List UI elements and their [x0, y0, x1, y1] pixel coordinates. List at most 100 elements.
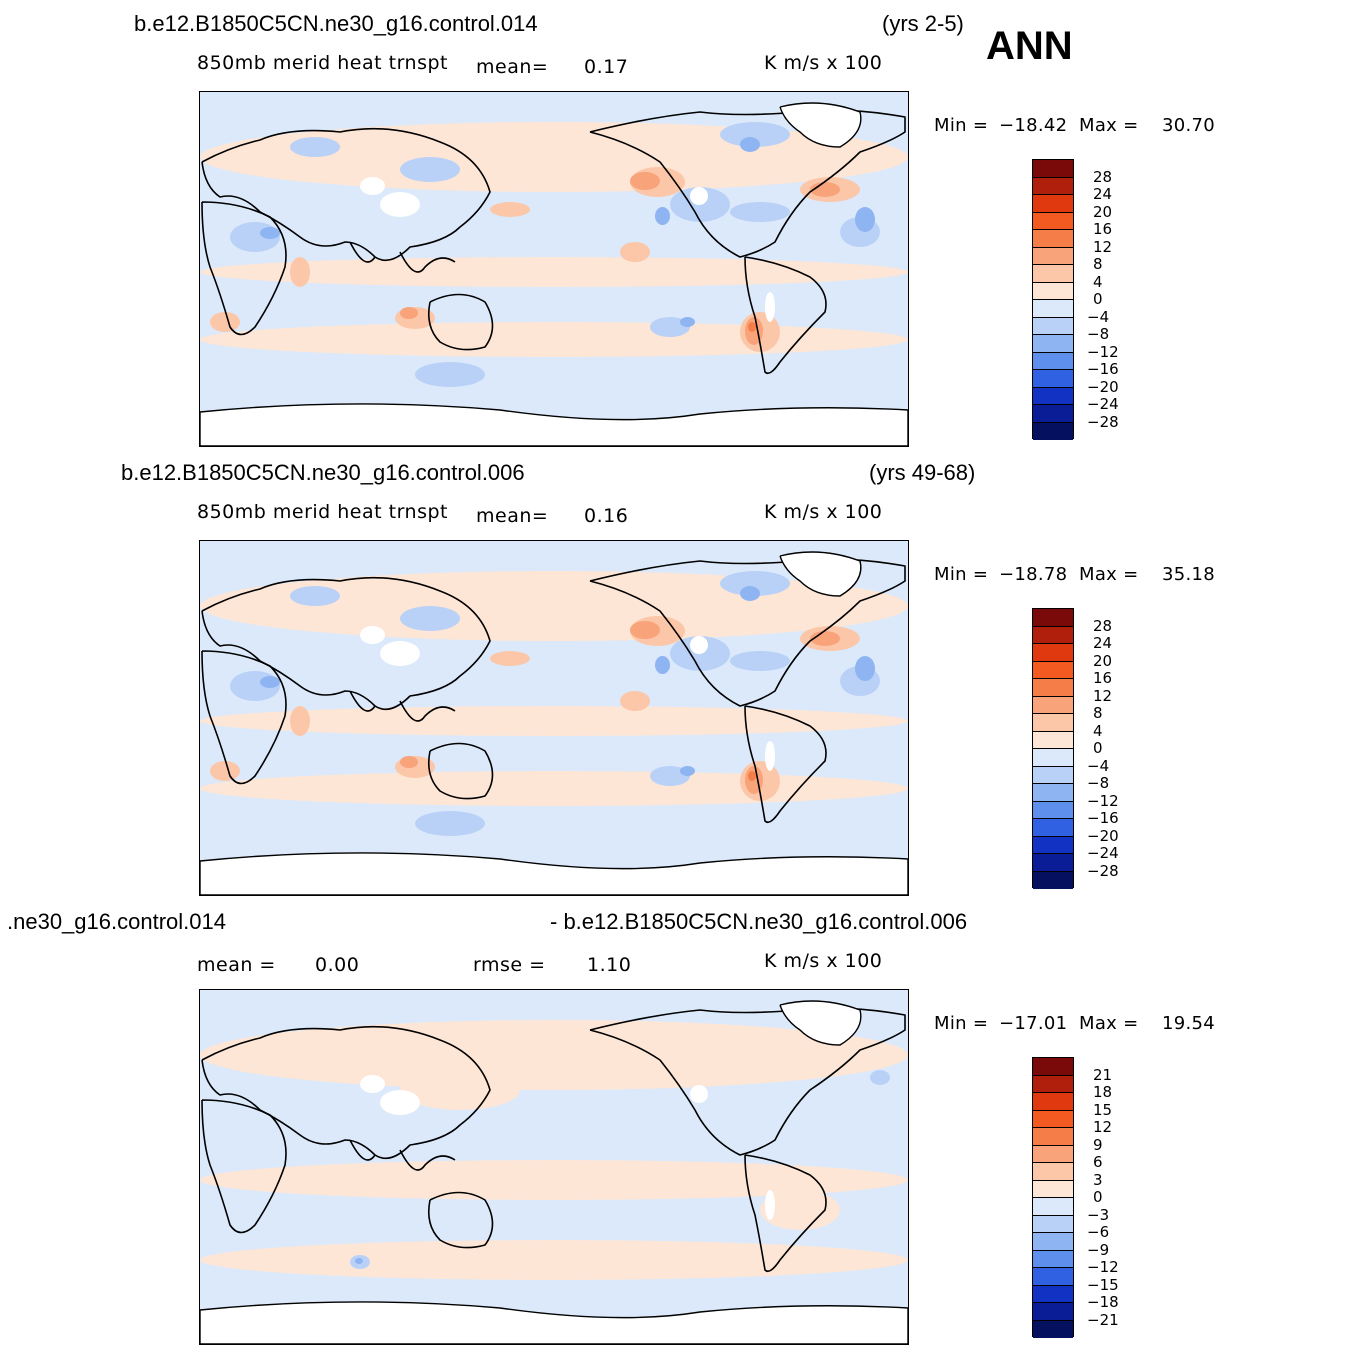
panel2-max-value: 35.18	[1162, 564, 1216, 585]
colorbar-tick-label: −9	[1087, 1240, 1110, 1259]
colorbar-tick-label: 0	[1093, 1188, 1103, 1206]
colorbar-box	[1033, 1303, 1073, 1321]
colorbar-tick-label: −18	[1087, 1293, 1119, 1311]
panel2-colorbar	[1032, 608, 1074, 889]
colorbar-box	[1033, 352, 1073, 370]
season-label: ANN	[986, 24, 1073, 68]
panel2-min-value: −18.78	[999, 564, 1068, 585]
colorbar-tick-label: −21	[1087, 1310, 1119, 1329]
colorbar-tick-label: −20	[1087, 377, 1119, 396]
panel3-mean-value: 0.00	[315, 954, 360, 976]
panel2-min-label: Min =	[934, 564, 989, 585]
colorbar-box	[1033, 836, 1073, 854]
colorbar-tick-label: 3	[1093, 1170, 1103, 1189]
colorbar-box	[1033, 1110, 1073, 1128]
panel2-max-label: Max =	[1079, 564, 1139, 585]
colorbar-box	[1033, 1320, 1073, 1338]
colorbar-tick-label: −4	[1087, 756, 1110, 775]
colorbar-box	[1033, 282, 1073, 300]
panel3-min-label: Min =	[934, 1013, 989, 1034]
colorbar-box	[1033, 1058, 1073, 1076]
colorbar-tick-label: −28	[1087, 861, 1119, 880]
panel2-map	[199, 540, 909, 896]
colorbar-box	[1033, 1285, 1073, 1303]
colorbar-box	[1033, 1198, 1073, 1216]
panel3-map	[199, 989, 909, 1345]
colorbar-box	[1033, 160, 1073, 178]
panel1-mean-value: 0.17	[584, 56, 629, 78]
colorbar-tick-label: 28	[1093, 167, 1113, 186]
colorbar-tick-label: −24	[1087, 395, 1119, 413]
panel1-max-label: Max =	[1079, 115, 1139, 136]
panel3-units: K m/s x 100	[764, 950, 883, 972]
colorbar-tick-label: 8	[1093, 255, 1103, 273]
panel1-map	[199, 91, 909, 447]
panel3-min-value: −17.01	[999, 1013, 1068, 1034]
colorbar-tick-label: 15	[1093, 1100, 1113, 1119]
colorbar-tick-label: −24	[1087, 844, 1119, 862]
colorbar-box	[1033, 696, 1073, 714]
colorbar-tick-label: 28	[1093, 616, 1113, 635]
panel2-variable: 850mb merid heat trnspt	[197, 501, 449, 523]
panel1-case-title: b.e12.B1850C5CN.ne30_g16.control.014	[134, 11, 538, 36]
colorbar-box	[1033, 387, 1073, 405]
panel2-mean-value: 0.16	[584, 505, 629, 527]
colorbar-box	[1033, 370, 1073, 388]
colorbar-box	[1033, 195, 1073, 213]
panel1-max-value: 30.70	[1162, 115, 1216, 136]
colorbar-tick-label: 18	[1093, 1083, 1113, 1101]
colorbar-box	[1033, 247, 1073, 265]
colorbar-box	[1033, 784, 1073, 802]
panel3-colorbar	[1032, 1057, 1074, 1338]
colorbar-box	[1033, 1268, 1073, 1286]
colorbar-tick-label: −16	[1087, 360, 1119, 378]
colorbar-box	[1033, 1215, 1073, 1233]
colorbar-box	[1033, 871, 1073, 889]
colorbar-tick-label: 16	[1093, 220, 1113, 238]
colorbar-tick-label: −8	[1087, 774, 1110, 792]
colorbar-tick-label: 12	[1093, 237, 1113, 256]
colorbar-tick-label: 4	[1093, 272, 1103, 291]
panel3-case-title: .ne30_g16.control.014	[7, 909, 226, 934]
colorbar-tick-label: −8	[1087, 325, 1110, 343]
panel3-mean-label: mean =	[197, 954, 276, 976]
colorbar-tick-label: −12	[1087, 1258, 1119, 1276]
colorbar-box	[1033, 749, 1073, 767]
colorbar-box	[1033, 335, 1073, 353]
panel3-max-label: Max =	[1079, 1013, 1139, 1034]
colorbar-box	[1033, 1075, 1073, 1093]
colorbar-box	[1033, 1233, 1073, 1251]
colorbar-tick-label: 21	[1093, 1065, 1113, 1084]
colorbar-tick-label: −12	[1087, 342, 1119, 361]
colorbar-box	[1033, 422, 1073, 440]
colorbar-tick-label: 20	[1093, 651, 1113, 670]
colorbar-box	[1033, 212, 1073, 230]
colorbar-box	[1033, 405, 1073, 423]
panel1-mean-label: mean=	[476, 56, 549, 78]
colorbar-tick-label: 12	[1093, 686, 1113, 705]
colorbar-tick-label: −20	[1087, 826, 1119, 845]
colorbar-tick-label: 9	[1093, 1135, 1103, 1154]
colorbar-box	[1033, 1145, 1073, 1163]
colorbar-box	[1033, 1180, 1073, 1198]
panel1-units: K m/s x 100	[764, 52, 883, 74]
colorbar-tick-label: −16	[1087, 809, 1119, 827]
colorbar-tick-label: 16	[1093, 669, 1113, 687]
colorbar-box	[1033, 317, 1073, 335]
panel1-variable: 850mb merid heat trnspt	[197, 52, 449, 74]
colorbar-tick-label: 8	[1093, 704, 1103, 722]
colorbar-box	[1033, 300, 1073, 318]
colorbar-box	[1033, 609, 1073, 627]
panel3-case-title-2: - b.e12.B1850C5CN.ne30_g16.control.006	[550, 909, 968, 934]
colorbar-box	[1033, 1128, 1073, 1146]
panel2-map-field	[200, 541, 908, 895]
panel3-map-field	[200, 990, 908, 1344]
colorbar-tick-label: −12	[1087, 791, 1119, 810]
colorbar-box	[1033, 661, 1073, 679]
colorbar-box	[1033, 230, 1073, 248]
colorbar-tick-label: 0	[1093, 739, 1103, 757]
colorbar-tick-label: −3	[1087, 1205, 1110, 1224]
colorbar-box	[1033, 731, 1073, 749]
colorbar-tick-label: 4	[1093, 721, 1103, 740]
panel1-years: (yrs 2-5)	[882, 11, 964, 36]
